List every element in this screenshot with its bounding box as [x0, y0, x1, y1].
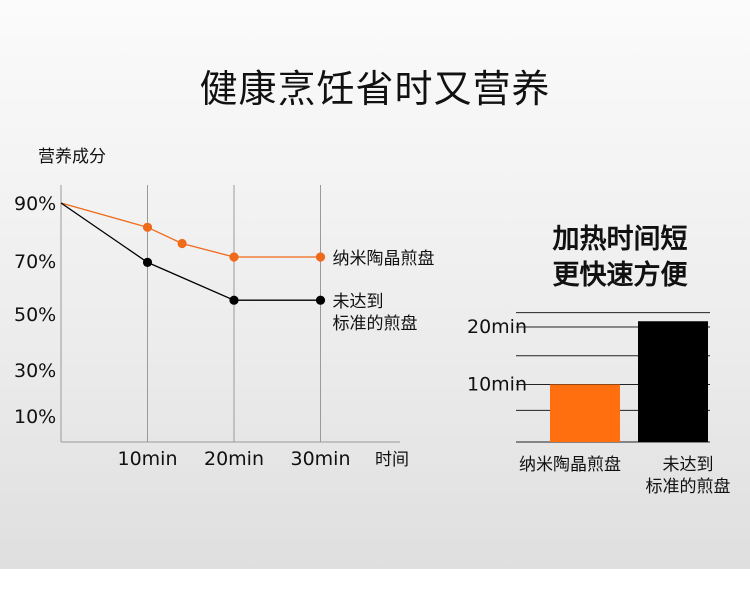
y-tick-label: 50%: [14, 304, 56, 326]
x-axis-title: 时间: [375, 450, 409, 470]
data-point: [142, 222, 153, 232]
x-tick-label: 20min: [204, 448, 264, 470]
y-tick-label: 30%: [14, 360, 56, 382]
bar-category-label: 纳米陶晶煎盘: [519, 455, 621, 475]
bar-category-label: 标准的煎盘: [646, 477, 731, 497]
bar: [550, 384, 620, 442]
data-point: [229, 295, 239, 305]
bar-chart-title: 加热时间短 更快速方便: [505, 222, 735, 294]
bar-category-label: 未达到: [663, 455, 714, 475]
y-axis-title: 营养成分: [38, 147, 106, 167]
bar-y-tick-label: 20min: [467, 316, 527, 338]
bar-y-tick-label: 10min: [467, 374, 527, 396]
series-label: 标准的煎盘: [333, 314, 418, 334]
data-point: [315, 252, 326, 262]
data-point: [177, 238, 187, 249]
background-panel: [0, 0, 750, 569]
y-tick-label: 90%: [14, 193, 56, 215]
bar: [638, 321, 708, 442]
series-label: 纳米陶晶煎盘: [333, 249, 435, 269]
x-tick-label: 30min: [290, 448, 350, 470]
y-tick-label: 10%: [14, 406, 56, 428]
data-point: [229, 252, 239, 262]
series-line: [60, 202, 321, 301]
y-tick-label: 70%: [14, 251, 56, 273]
data-point: [315, 295, 326, 305]
bar-chart-title-line-1: 加热时间短: [552, 224, 688, 255]
bar-chart-title-line-2: 更快速方便: [552, 260, 688, 291]
data-point: [142, 257, 153, 267]
series-label: 未达到: [333, 292, 384, 312]
page-title: 健康烹饪省时又营养: [199, 67, 551, 111]
x-tick-label: 10min: [117, 448, 177, 470]
